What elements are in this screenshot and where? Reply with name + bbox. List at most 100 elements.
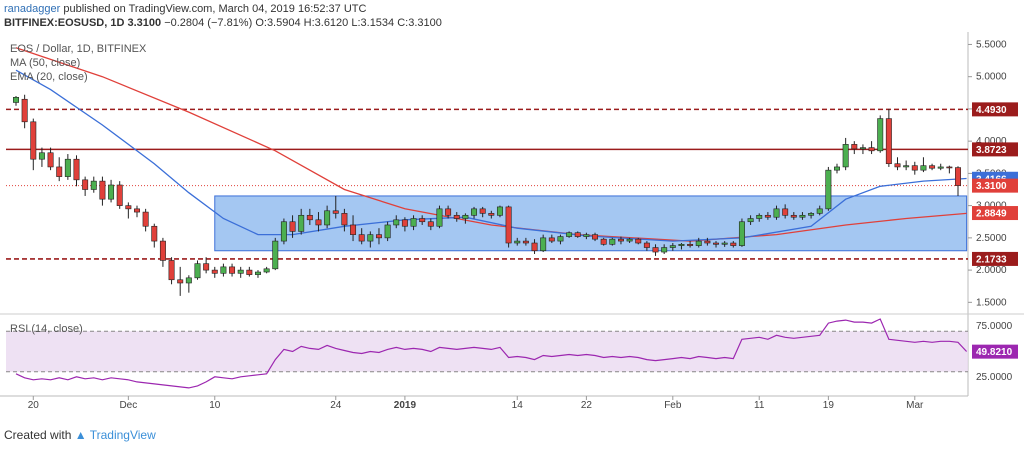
candle-body [453, 214, 460, 219]
published-text: published on TradingView.com, March 04, … [63, 3, 367, 15]
price-change: −0.2804 (−7.81%) [164, 17, 253, 29]
candle-body [73, 158, 80, 181]
candle-body [21, 98, 28, 123]
time-tick-label: 11 [754, 400, 765, 411]
candle [159, 237, 166, 267]
candle-body [56, 166, 63, 177]
candle [609, 237, 616, 246]
candle-body [125, 205, 132, 210]
candle [946, 165, 953, 174]
candle [911, 161, 918, 175]
legend-ema: EMA (20, close) [10, 71, 88, 83]
candle [220, 263, 227, 277]
candle [272, 237, 279, 271]
candle-body [246, 269, 253, 275]
candle-body [756, 214, 763, 219]
time-tick-label: 14 [512, 400, 524, 411]
candle [64, 154, 71, 180]
candle [306, 208, 313, 225]
tradingview-brand[interactable]: TradingView [89, 428, 156, 442]
candle [669, 243, 676, 251]
candle [384, 221, 391, 242]
candle-body [82, 179, 89, 190]
candle [289, 215, 296, 238]
candle [47, 147, 54, 171]
candle [903, 160, 910, 171]
candle-body [263, 268, 270, 273]
candle-body [825, 169, 832, 210]
candle [617, 236, 624, 245]
candle [695, 237, 702, 248]
candle-body [695, 240, 702, 246]
candle [350, 215, 357, 242]
candle [471, 206, 478, 219]
price-tick-label: 4.0000 [976, 136, 1007, 147]
candle-body [410, 218, 417, 227]
candle [237, 266, 244, 278]
candle [185, 275, 192, 293]
candle-body [946, 166, 953, 169]
candle-body [237, 269, 244, 274]
candle-body [738, 221, 745, 246]
candle-body [955, 167, 961, 186]
candle [445, 205, 452, 219]
candle-body [937, 166, 944, 169]
candle [704, 237, 711, 246]
candle [90, 176, 97, 193]
candle-body [90, 180, 97, 190]
candle [955, 166, 961, 196]
candle-body [298, 214, 305, 232]
candle-body [540, 237, 547, 252]
candle [324, 205, 331, 229]
candle-body [903, 165, 910, 168]
price-chart[interactable]: 1.50002.00002.50003.00003.50004.00004.50… [0, 32, 1024, 428]
candle [885, 108, 892, 167]
candle [834, 163, 840, 174]
candle [341, 208, 348, 232]
candle [825, 166, 832, 211]
candle [721, 241, 728, 247]
candle [436, 205, 443, 229]
candle [13, 96, 19, 106]
price-tick-label: 1.5000 [976, 297, 1007, 308]
candle [393, 215, 400, 229]
candle-body [203, 263, 210, 271]
candle [38, 147, 45, 167]
candle [713, 241, 719, 248]
candle [375, 228, 382, 245]
price-label-text: 3.8723 [976, 145, 1007, 156]
candle [332, 195, 339, 219]
rsi-value-box [972, 344, 1018, 359]
candle [816, 205, 823, 216]
candle [108, 179, 115, 203]
candle-body [419, 218, 426, 223]
candle [929, 163, 936, 171]
candle-body [64, 158, 71, 177]
candle-body [713, 242, 719, 245]
publish-line: ranadagger published on TradingView.com,… [4, 2, 1020, 16]
candle [496, 205, 503, 218]
candle [410, 215, 417, 231]
candle-body [116, 184, 123, 206]
rsi-value-label: 49.8210 [976, 347, 1013, 358]
candle [453, 212, 460, 222]
candle-body [635, 238, 642, 244]
candle-body [557, 236, 564, 242]
candle [401, 217, 408, 232]
candle [790, 212, 797, 220]
author-link[interactable]: ranadagger [4, 3, 61, 15]
candle [514, 237, 521, 246]
candle-body [496, 206, 503, 216]
candle [168, 257, 175, 285]
candle [280, 218, 287, 245]
candle-body [38, 152, 45, 160]
legend-ma: MA (50, close) [10, 57, 80, 69]
candle [851, 141, 858, 155]
candle-body [367, 234, 374, 242]
candle-body [816, 208, 823, 214]
candle-body [462, 214, 469, 219]
candle [203, 257, 210, 274]
candle [263, 266, 270, 274]
candle [635, 237, 642, 245]
candle [859, 144, 866, 155]
